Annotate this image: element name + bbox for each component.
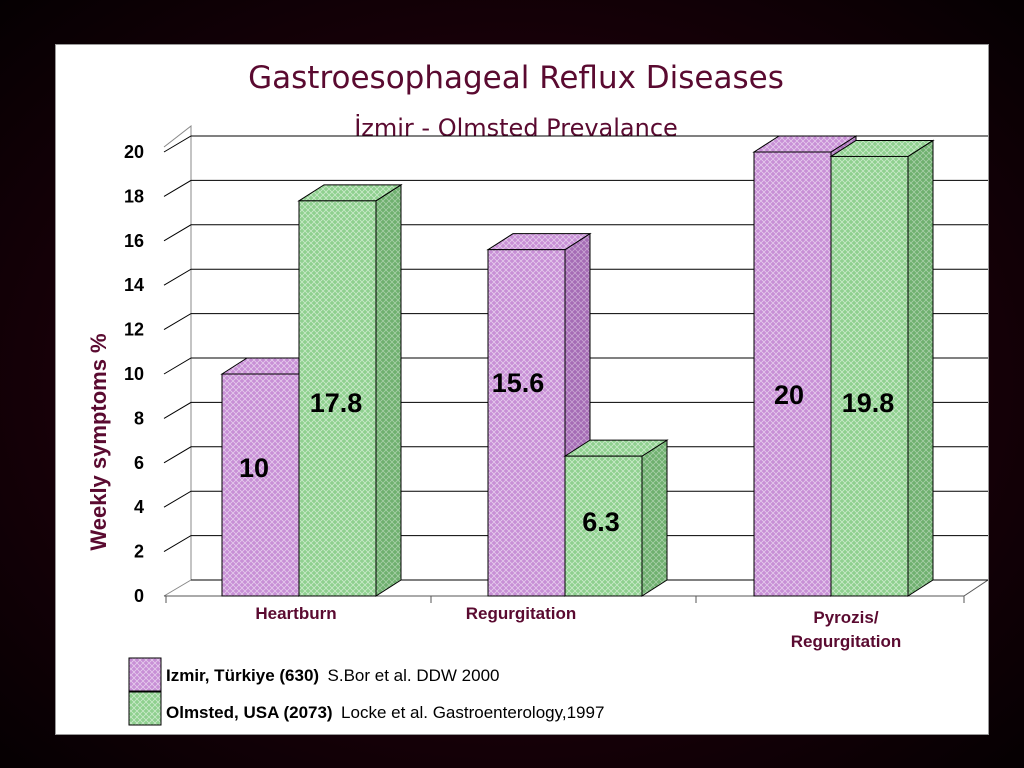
x-category-label: Pyrozis/ [813,608,878,627]
bar-olmsted-0 [297,183,403,597]
floor-edge [963,579,988,597]
gridline [163,179,988,197]
y-tick-label: 10 [124,364,144,384]
y-axis-label: Weekly symptoms % [86,333,111,550]
y-tick-label: 4 [134,497,144,517]
gridline [163,135,988,153]
y-tick-label: 8 [134,408,144,428]
x-category-label: Regurgitation [791,632,902,651]
data-label: 15.6 [492,368,545,398]
data-label: 10 [239,453,269,483]
y-tick-label: 0 [134,586,144,606]
y-tick-label: 14 [124,275,144,295]
side-wall [163,124,192,597]
legend-entry-olmsted: Olmsted, USA (2073) Locke et al. Gastroe… [166,703,604,722]
x-category-label: Heartburn [255,604,336,623]
y-tick-label: 18 [124,186,144,206]
legend-entry-izmir: Izmir, Türkiye (630) S.Bor et al. DDW 20… [166,666,500,685]
data-label: 20 [774,380,804,410]
gridline [163,401,988,419]
legend: Izmir, Türkiye (630) S.Bor et al. DDW 20… [128,657,604,726]
legend-swatch-izmir [128,657,162,692]
gridline [163,313,988,331]
data-label: 6.3 [582,507,620,537]
data-label: 19.8 [842,388,895,418]
y-tick-label: 16 [124,231,144,251]
y-tick-label: 20 [124,142,144,162]
data-label: 17.8 [310,388,363,418]
gridline [163,268,988,286]
y-tick-label: 2 [134,542,144,562]
chart-subtitle: İzmir - Olmsted Prevalance [354,113,678,142]
gridline [163,490,988,508]
bar-olmsted-2 [829,139,935,597]
y-tick-label: 6 [134,453,144,473]
chart-title: Gastroesophageal Reflux Diseases [248,60,784,96]
gridline [163,224,988,242]
chart: Gastroesophageal Reflux Diseases İzmir -… [86,60,988,726]
plot-area: 0 2 4 6 8 10 12 14 16 18 20 Heartburn Regurgitation P… [124,124,988,651]
bar-olmsted-1 [563,439,669,597]
gridline [163,357,988,375]
gridline [163,535,988,553]
x-category-label: Regurgitation [466,604,577,623]
legend-swatch-olmsted [128,691,162,726]
slide: Gastroesophageal Reflux Diseases İzmir -… [55,44,989,735]
y-tick-label: 12 [124,320,144,340]
gridline [163,446,988,464]
